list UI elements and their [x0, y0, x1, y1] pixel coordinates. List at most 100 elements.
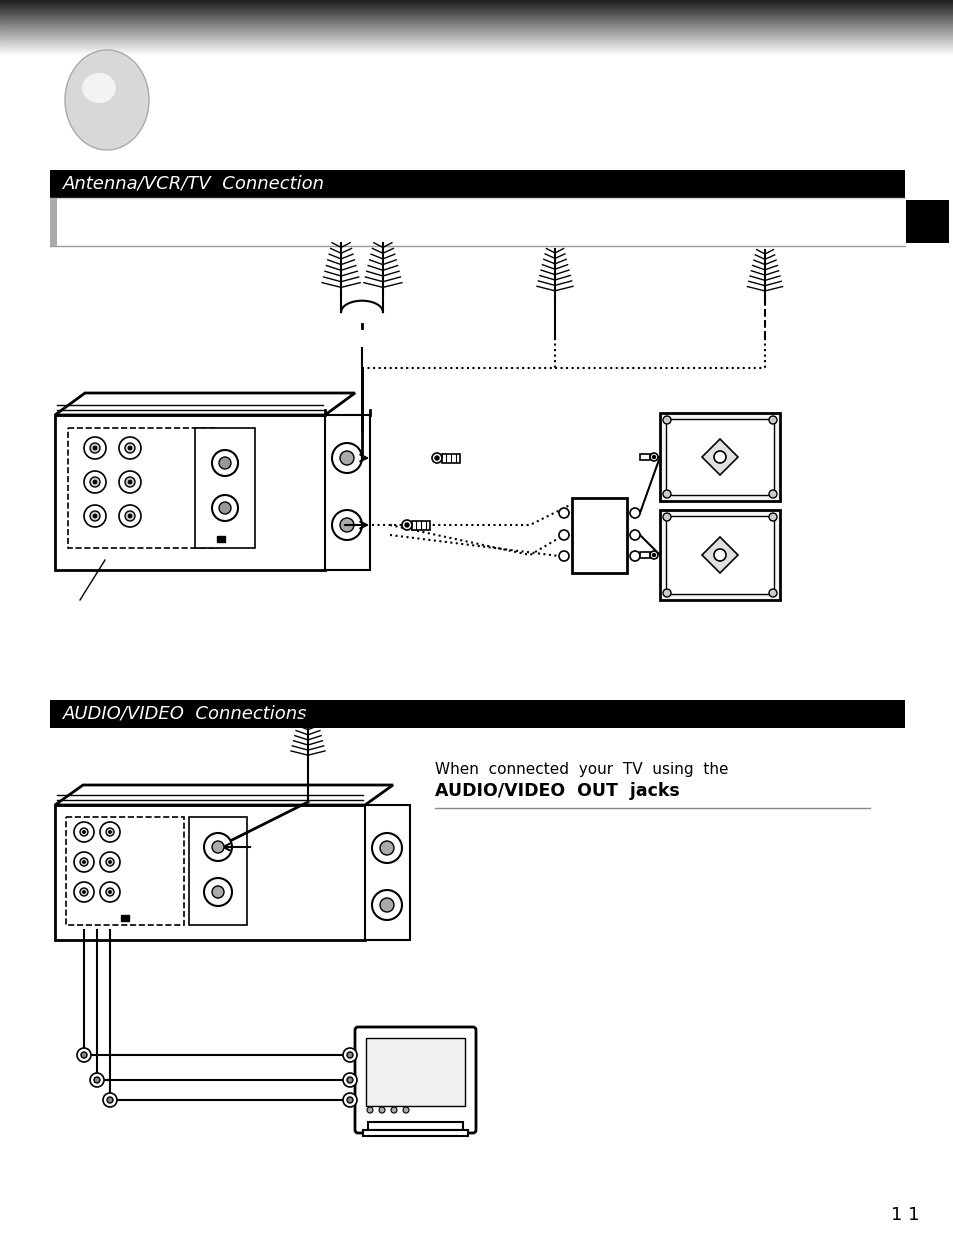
Circle shape	[332, 443, 361, 473]
Circle shape	[343, 1049, 356, 1062]
Ellipse shape	[66, 51, 149, 149]
Circle shape	[558, 551, 568, 561]
Circle shape	[125, 511, 135, 521]
Circle shape	[629, 551, 639, 561]
FancyBboxPatch shape	[355, 1028, 476, 1132]
Circle shape	[125, 443, 135, 453]
Bar	[121, 915, 129, 921]
Text: AUDIO/VIDEO  Connections: AUDIO/VIDEO Connections	[63, 705, 307, 722]
Circle shape	[378, 1107, 385, 1113]
Bar	[412, 521, 430, 530]
Circle shape	[212, 841, 224, 853]
Text: When  connected  your  TV  using  the: When connected your TV using the	[435, 762, 728, 777]
Circle shape	[92, 480, 97, 484]
Ellipse shape	[66, 51, 148, 149]
Circle shape	[372, 832, 401, 863]
Ellipse shape	[69, 54, 146, 146]
Circle shape	[768, 589, 776, 597]
Bar	[366, 1037, 464, 1107]
Circle shape	[713, 550, 725, 561]
Circle shape	[128, 514, 132, 517]
Ellipse shape	[68, 54, 146, 146]
Circle shape	[558, 508, 568, 517]
Circle shape	[90, 443, 100, 453]
Circle shape	[109, 830, 112, 834]
Ellipse shape	[67, 53, 147, 147]
Text: AUDIO/VIDEO  OUT  jacks: AUDIO/VIDEO OUT jacks	[435, 782, 679, 800]
Circle shape	[80, 888, 88, 897]
Ellipse shape	[69, 54, 145, 146]
Circle shape	[128, 446, 132, 450]
Ellipse shape	[66, 51, 148, 148]
Circle shape	[74, 823, 94, 842]
Bar	[659, 510, 780, 600]
Bar	[325, 415, 370, 571]
Circle shape	[107, 1097, 112, 1103]
Circle shape	[662, 513, 670, 521]
Circle shape	[80, 858, 88, 866]
Circle shape	[74, 852, 94, 872]
Circle shape	[109, 861, 112, 863]
Bar	[441, 454, 459, 463]
Ellipse shape	[65, 51, 149, 149]
Circle shape	[343, 1093, 356, 1107]
Bar	[368, 1123, 462, 1130]
Circle shape	[401, 520, 412, 530]
Circle shape	[90, 1073, 104, 1087]
Bar	[68, 429, 218, 548]
Bar	[194, 429, 254, 548]
Circle shape	[90, 477, 100, 487]
Text: 1 1: 1 1	[890, 1207, 919, 1224]
Circle shape	[339, 517, 354, 532]
Circle shape	[119, 437, 141, 459]
Circle shape	[80, 827, 88, 836]
Circle shape	[662, 589, 670, 597]
Circle shape	[713, 451, 725, 463]
Polygon shape	[701, 537, 738, 573]
Circle shape	[128, 480, 132, 484]
Circle shape	[92, 514, 97, 517]
Bar	[216, 536, 225, 542]
Circle shape	[204, 878, 232, 906]
Circle shape	[558, 530, 568, 540]
Ellipse shape	[65, 49, 149, 149]
Circle shape	[379, 898, 394, 911]
Bar	[66, 818, 184, 925]
Ellipse shape	[68, 53, 146, 147]
Ellipse shape	[67, 52, 147, 148]
Circle shape	[100, 852, 120, 872]
Bar	[363, 1130, 468, 1136]
Circle shape	[219, 457, 231, 469]
Circle shape	[343, 1073, 356, 1087]
Circle shape	[652, 456, 655, 458]
Circle shape	[84, 437, 106, 459]
Circle shape	[391, 1107, 396, 1113]
Circle shape	[347, 1097, 353, 1103]
Circle shape	[212, 885, 224, 898]
Circle shape	[82, 830, 86, 834]
Circle shape	[212, 495, 237, 521]
Circle shape	[367, 1107, 373, 1113]
Circle shape	[100, 823, 120, 842]
Text: Antenna/VCR/TV  Connection: Antenna/VCR/TV Connection	[63, 175, 325, 193]
Bar	[50, 170, 904, 198]
Ellipse shape	[66, 51, 149, 149]
Ellipse shape	[67, 52, 147, 148]
Circle shape	[768, 416, 776, 424]
Circle shape	[662, 416, 670, 424]
Circle shape	[347, 1052, 353, 1058]
Circle shape	[347, 1077, 353, 1083]
Circle shape	[768, 490, 776, 498]
Ellipse shape	[65, 49, 149, 149]
Circle shape	[649, 551, 658, 559]
Circle shape	[82, 890, 86, 893]
Circle shape	[90, 511, 100, 521]
Circle shape	[74, 882, 94, 902]
Circle shape	[109, 890, 112, 893]
Ellipse shape	[69, 54, 145, 146]
Ellipse shape	[82, 73, 115, 103]
Circle shape	[432, 453, 441, 463]
Bar	[639, 454, 649, 459]
Bar	[50, 198, 57, 246]
Circle shape	[106, 888, 113, 897]
